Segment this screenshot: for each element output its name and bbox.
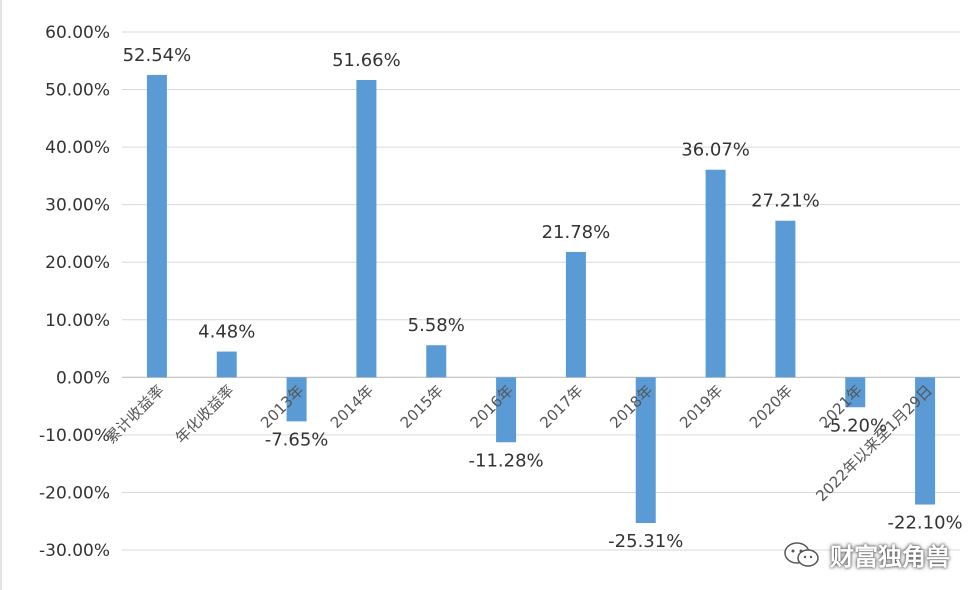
value-labels: 52.54% 4.48% -7.65% 51.66% 5.58% -11.28% 21.78… bbox=[123, 45, 963, 552]
x-tick-label: 年化收益率 bbox=[172, 381, 238, 447]
y-tick-label: -20.00% bbox=[39, 483, 110, 503]
y-axis-tick-labels: 60.00% 50.00% 40.00% 30.00% 20.00% 10.00% 0.00… bbox=[39, 23, 110, 561]
bar-5 bbox=[426, 345, 447, 378]
y-tick-label: 50.00% bbox=[45, 81, 110, 101]
bar-8 bbox=[635, 377, 656, 524]
data-label: -5.20% bbox=[823, 415, 887, 436]
data-label: 51.66% bbox=[332, 50, 401, 71]
x-tick-label: 2017年 bbox=[536, 381, 586, 431]
x-tick-label: 2019年 bbox=[676, 381, 726, 431]
bar-10 bbox=[775, 220, 796, 378]
y-tick-label: 10.00% bbox=[45, 311, 110, 331]
y-tick-label: -30.00% bbox=[39, 541, 110, 561]
bars bbox=[146, 74, 936, 524]
x-tick-label: 累计收益率 bbox=[102, 381, 168, 447]
x-tick-label: 2014年 bbox=[327, 381, 377, 431]
bar-9 bbox=[705, 169, 726, 378]
data-label: 21.78% bbox=[542, 222, 611, 243]
bar-11 bbox=[845, 377, 866, 408]
y-tick-label: -10.00% bbox=[39, 426, 110, 446]
y-tick-label: 30.00% bbox=[45, 196, 110, 216]
y-tick-label: 0.00% bbox=[56, 368, 110, 388]
data-label: -25.31% bbox=[608, 531, 683, 552]
data-label: 36.07% bbox=[681, 140, 750, 161]
bar-12 bbox=[915, 377, 936, 505]
x-tick-label: 2020年 bbox=[746, 381, 796, 431]
bar-4 bbox=[356, 80, 377, 378]
data-label: -11.28% bbox=[469, 450, 544, 471]
data-label: -22.10% bbox=[888, 513, 963, 534]
bar-6 bbox=[496, 377, 517, 443]
data-label: 5.58% bbox=[408, 315, 465, 336]
data-label: 52.54% bbox=[123, 45, 192, 66]
y-tick-label: 20.00% bbox=[45, 253, 110, 273]
category-labels: 累计收益率 年化收益率 2013年 2014年 2015年 2016年 2017年 2018年… bbox=[102, 381, 936, 505]
watermark: 财富独角兽 bbox=[782, 537, 950, 572]
bar-2 bbox=[216, 351, 237, 378]
data-label: 27.21% bbox=[751, 191, 820, 212]
x-tick-label: 2015年 bbox=[397, 381, 447, 431]
data-label: 4.48% bbox=[198, 322, 255, 343]
bar-3 bbox=[286, 377, 307, 422]
bar-1 bbox=[146, 74, 167, 378]
y-tick-label: 40.00% bbox=[45, 138, 110, 158]
data-label: -7.65% bbox=[265, 429, 329, 450]
bar-7 bbox=[565, 251, 586, 378]
y-tick-label: 60.00% bbox=[45, 23, 110, 43]
wechat-icon bbox=[784, 541, 819, 567]
grid-lines bbox=[122, 31, 960, 551]
watermark-text: 财富独角兽 bbox=[830, 543, 950, 571]
